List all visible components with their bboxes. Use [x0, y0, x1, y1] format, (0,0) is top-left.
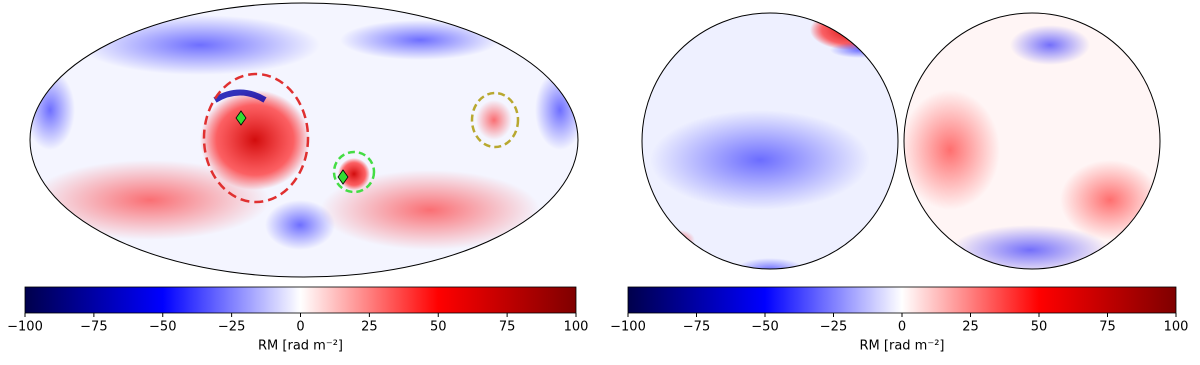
x-tick-label: −50	[751, 320, 778, 335]
x-tick-label: 50	[430, 320, 447, 335]
colorbar	[627, 286, 1177, 314]
x-tick-label: 100	[1164, 320, 1189, 335]
x-tick-label: 50	[1031, 320, 1048, 335]
x-tick-label: −25	[820, 320, 847, 335]
x-tick-label: 0	[296, 320, 304, 335]
x-tick-label: 100	[564, 320, 589, 335]
x-tick-label: −50	[149, 320, 176, 335]
x-tick-label: 75	[499, 320, 516, 335]
x-tick-label: −25	[218, 320, 245, 335]
x-axis-label: RM [rad m⁻²]	[860, 339, 945, 354]
x-tick-label: −75	[80, 320, 107, 335]
hemisphere-maps	[641, 12, 1161, 270]
x-tick-label: −75	[683, 320, 710, 335]
x-tick-label: 25	[962, 320, 979, 335]
x-axis-label: RM [rad m⁻²]	[258, 339, 343, 354]
x-tick-label: −100	[610, 320, 646, 335]
x-tick-label: 0	[898, 320, 906, 335]
colorbar	[24, 286, 577, 314]
x-tick-label: 25	[361, 320, 378, 335]
sky-map	[29, 2, 579, 278]
x-tick-label: 75	[1099, 320, 1116, 335]
x-tick-label: −100	[7, 320, 43, 335]
